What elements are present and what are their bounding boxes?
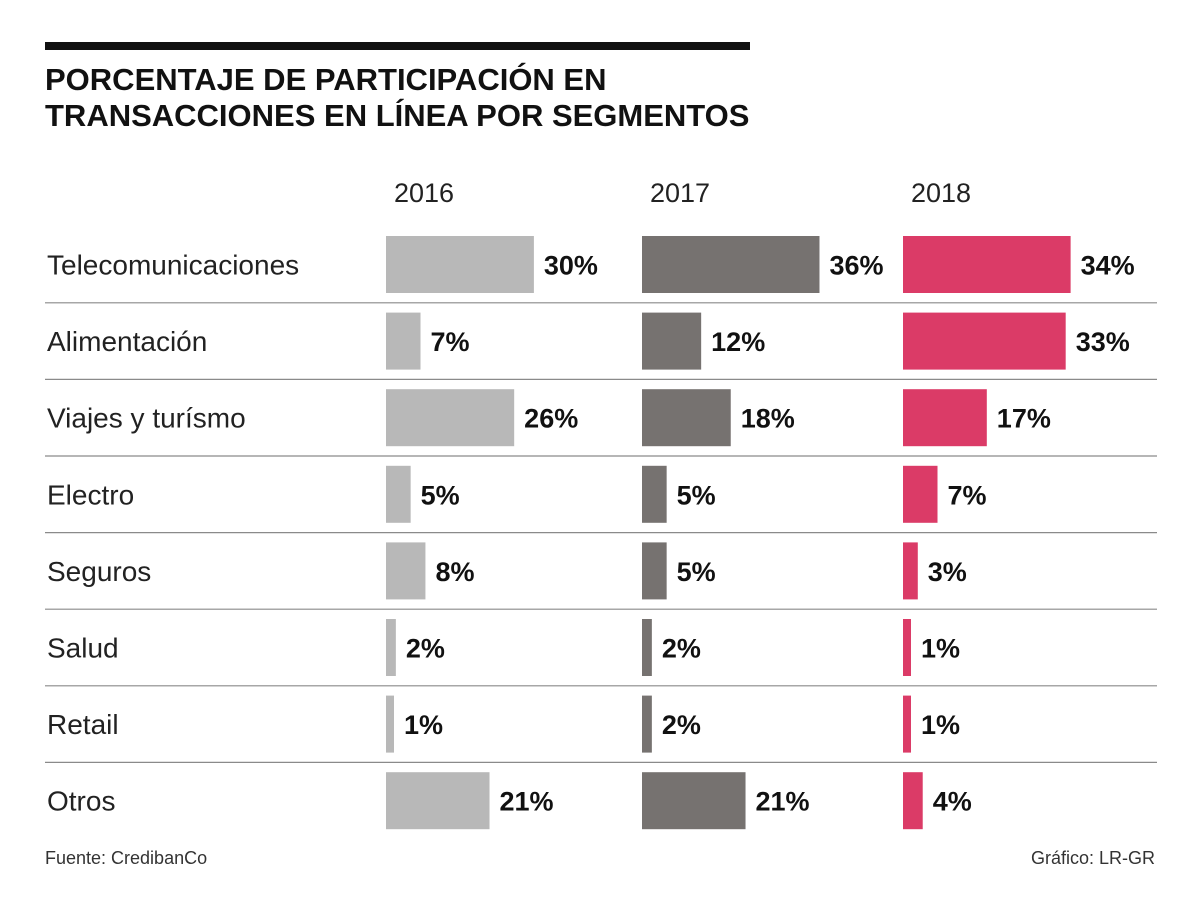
bar-2016 [386,542,426,600]
bar-2018 [903,695,911,753]
bar-2016 [386,772,490,830]
value-label-2017: 36% [829,251,883,281]
series-label-2016: 2016 [394,178,454,208]
value-label-2016: 5% [421,480,460,510]
value-label-2017: 18% [741,404,795,434]
value-label-2017: 5% [677,557,716,587]
category-label: Viajes y turísmo [47,403,246,434]
category-label: Salud [47,633,119,664]
value-label-2018: 1% [921,710,960,740]
value-label-2017: 2% [662,634,701,664]
bar-2017 [642,389,731,447]
value-label-2016: 30% [544,251,598,281]
category-label: Telecomunicaciones [47,250,299,281]
bar-2017 [642,619,652,676]
value-label-2018: 33% [1076,327,1130,357]
series-label-2018: 2018 [911,178,971,208]
value-label-2016: 8% [435,557,474,587]
value-label-2016: 21% [500,787,554,817]
category-label: Electro [47,479,134,510]
bar-2017 [642,695,652,753]
value-label-2018: 3% [928,557,967,587]
bar-2017 [642,542,667,600]
value-label-2017: 12% [711,327,765,357]
series-label-2017: 2017 [650,178,710,208]
bar-2016 [386,312,421,370]
category-label: Otros [47,786,115,817]
credit-note: Gráfico: LR-GR [1030,848,1155,868]
value-label-2018: 1% [921,634,960,664]
value-label-2017: 5% [677,480,716,510]
bar-2018 [903,236,1071,293]
value-label-2016: 26% [524,404,578,434]
bar-2016 [386,619,396,676]
bar-2016 [386,236,534,293]
value-label-2016: 1% [404,710,443,740]
category-label: Retail [47,709,119,740]
value-label-2017: 2% [662,710,701,740]
source-note: Fuente: CredibanCo [45,848,208,868]
bar-2018 [903,465,938,523]
bar-2016 [386,465,411,523]
value-label-2018: 17% [997,404,1051,434]
bar-2018 [903,312,1066,370]
bar-2018 [903,619,911,676]
bar-2018 [903,389,987,447]
category-label: Alimentación [47,326,207,357]
value-label-2016: 2% [406,634,445,664]
value-label-2018: 34% [1081,251,1135,281]
bar-2017 [642,465,667,523]
bar-2018 [903,772,923,830]
category-label: Seguros [47,556,151,587]
value-label-2018: 4% [933,787,972,817]
value-label-2018: 7% [948,480,987,510]
title-line-2: TRANSACCIONES EN LÍNEA POR SEGMENTOS [45,98,750,133]
value-label-2017: 21% [756,787,810,817]
bar-2018 [903,542,918,600]
bar-2017 [642,236,820,293]
bar-2017 [642,772,746,830]
top-rule [45,42,750,50]
bar-2017 [642,312,702,370]
title-line-1: PORCENTAJE DE PARTICIPACIÓN EN [45,62,607,97]
bar-2016 [386,389,515,447]
chart-title: PORCENTAJE DE PARTICIPACIÓN EN TRANSACCI… [45,62,805,134]
value-label-2016: 7% [431,327,470,357]
bar-2016 [386,695,394,753]
